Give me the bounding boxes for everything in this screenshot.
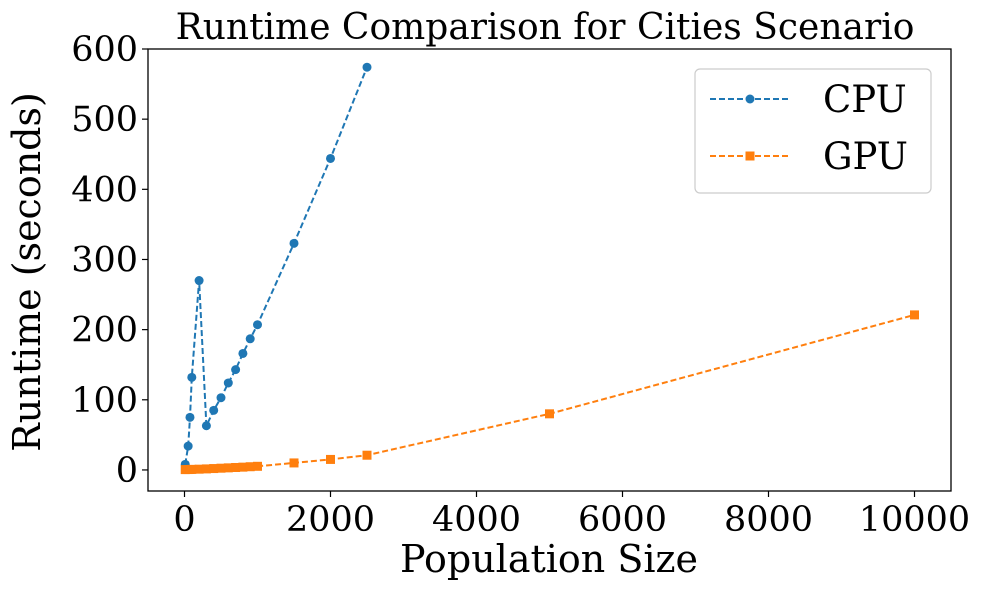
data-point xyxy=(362,450,372,460)
data-point xyxy=(231,365,241,375)
x-tick-label: 2000 xyxy=(286,500,375,540)
x-tick-label: 6000 xyxy=(578,500,667,540)
data-point xyxy=(238,462,248,472)
data-point xyxy=(201,421,211,431)
y-tick-label: 100 xyxy=(71,381,138,421)
y-tick-label: 500 xyxy=(71,100,138,140)
y-axis-label: Runtime (seconds) xyxy=(5,92,49,452)
data-point xyxy=(253,320,262,330)
data-point xyxy=(245,462,255,472)
data-point xyxy=(231,462,241,472)
x-tick-label: 4000 xyxy=(432,500,521,540)
data-point xyxy=(201,464,211,474)
y-tick-label: 200 xyxy=(71,311,138,351)
x-tick-label: 0 xyxy=(173,500,195,540)
data-point xyxy=(185,412,195,422)
legend-label-gpu: GPU xyxy=(823,135,908,178)
data-point xyxy=(194,276,204,286)
x-axis-label: Population Size xyxy=(400,537,698,581)
series-line-cpu xyxy=(184,66,368,465)
data-point xyxy=(187,464,197,474)
data-point xyxy=(545,409,554,419)
data-point xyxy=(223,378,233,388)
x-tick-label: 10000 xyxy=(859,500,970,540)
data-point xyxy=(245,334,255,344)
data-point xyxy=(238,348,248,358)
data-point xyxy=(183,441,193,451)
data-point xyxy=(209,405,219,415)
plot-area xyxy=(180,62,919,475)
data-point xyxy=(289,458,299,468)
series-line-gpu xyxy=(185,313,915,471)
y-tick-label: 0 xyxy=(116,451,138,491)
plot-frame xyxy=(147,48,952,492)
series-cpu xyxy=(180,62,372,469)
data-point xyxy=(216,463,226,473)
data-point xyxy=(209,464,219,474)
data-point xyxy=(194,464,204,474)
x-axis: 0 2000 4000 6000 8000 10000 xyxy=(173,491,970,540)
data-point xyxy=(326,454,335,464)
chart-title: Runtime Comparison for Cities Scenario xyxy=(176,7,915,48)
data-point xyxy=(253,461,262,471)
y-tick-label: 600 xyxy=(71,30,138,70)
data-point xyxy=(187,372,197,382)
data-point xyxy=(326,153,335,163)
data-point xyxy=(216,393,226,403)
legend-marker-cpu xyxy=(745,94,755,104)
y-axis: 0 100 200 300 400 500 600 xyxy=(71,30,148,491)
data-point xyxy=(910,310,919,320)
y-tick-label: 300 xyxy=(71,240,138,280)
data-point xyxy=(289,238,299,248)
y-tick-label: 400 xyxy=(71,170,138,210)
x-tick-label: 8000 xyxy=(724,500,813,540)
data-point xyxy=(223,463,233,473)
legend-marker-gpu xyxy=(745,151,755,161)
series-gpu xyxy=(180,310,919,475)
legend-label-cpu: CPU xyxy=(823,78,907,121)
data-point xyxy=(362,62,372,72)
legend: CPU GPU xyxy=(694,68,932,194)
